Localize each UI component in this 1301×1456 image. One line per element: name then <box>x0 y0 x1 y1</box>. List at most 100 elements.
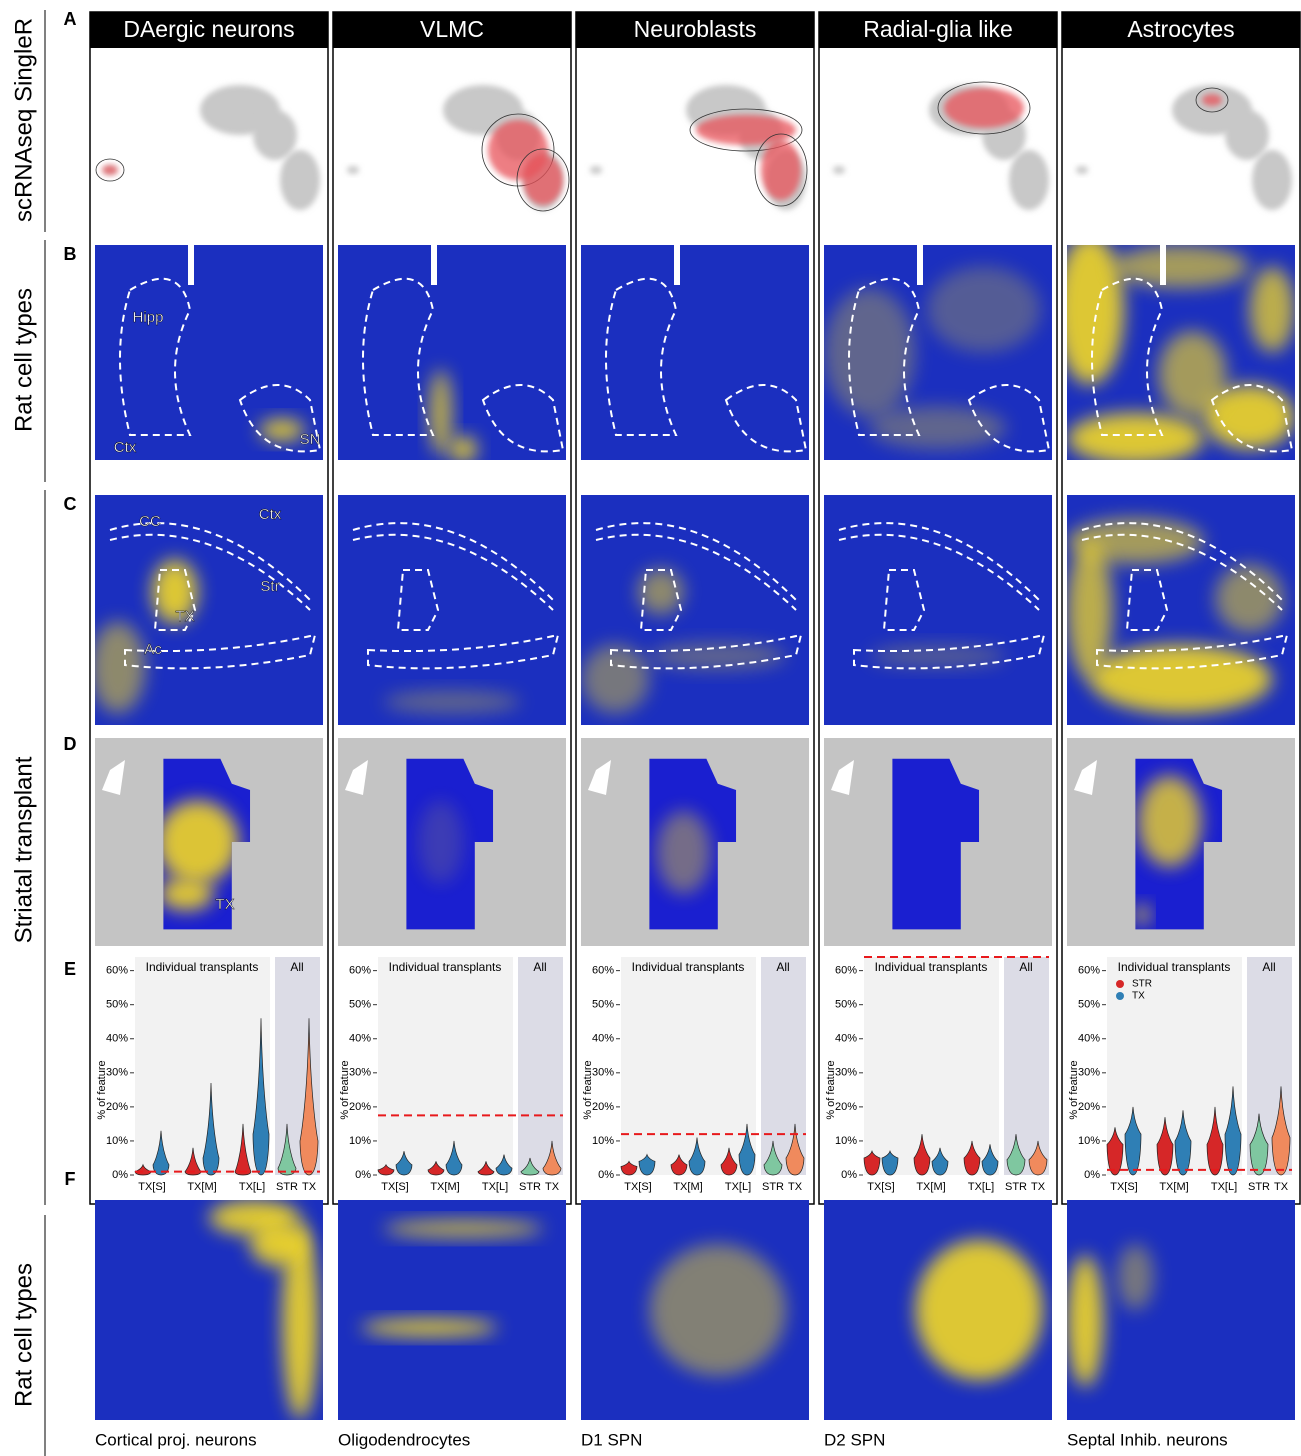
group-label: Individual transplants <box>1118 960 1231 974</box>
expression-blob <box>1067 245 1124 385</box>
umap-cluster <box>1009 150 1049 210</box>
expression-blob <box>926 266 1041 353</box>
x-tick-label: TX <box>788 1181 803 1193</box>
panel-letter: E <box>64 959 76 979</box>
tissue-image <box>338 495 566 725</box>
violin <box>1006 1134 1026 1176</box>
tissue-image <box>824 245 1052 460</box>
expression-blob <box>1249 266 1295 353</box>
region-label: CC <box>139 513 161 530</box>
region-outline <box>1081 522 1283 601</box>
expression-blob <box>1089 644 1273 714</box>
umap-cluster <box>1252 150 1292 210</box>
umap-cluster <box>590 166 602 174</box>
f-label: Septal Inhib. neurons <box>1067 1430 1228 1449</box>
violin <box>881 1149 899 1176</box>
panel-letter: D <box>64 734 77 754</box>
violin <box>1174 1110 1192 1176</box>
x-tick-label: TX[M] <box>673 1181 702 1193</box>
violin <box>1124 1106 1142 1176</box>
expression-blob <box>656 810 711 895</box>
plot-bg-all <box>761 957 806 1175</box>
x-tick-label: TX[S] <box>867 1181 895 1193</box>
x-tick-label: TX <box>1274 1181 1289 1193</box>
tissue-image <box>338 245 566 460</box>
column-header <box>333 12 571 48</box>
region-outline <box>595 533 797 611</box>
group-label: Individual transplants <box>875 960 988 974</box>
y-tick-label: 30% <box>835 1067 857 1079</box>
region-outline <box>124 633 317 670</box>
tissue-gap <box>917 245 923 285</box>
violin <box>981 1144 999 1176</box>
violin <box>1028 1140 1048 1176</box>
x-tick-label: STR <box>1005 1181 1027 1193</box>
tissue-image <box>1067 245 1295 460</box>
tissue-image <box>581 245 809 460</box>
violin <box>1206 1106 1224 1176</box>
violin <box>299 1018 319 1176</box>
x-tick-label: TX <box>302 1181 317 1193</box>
violin <box>670 1154 688 1176</box>
region-label: Ctx <box>114 439 137 456</box>
violin <box>763 1140 783 1176</box>
x-tick-label: TX[S] <box>1110 1181 1138 1193</box>
violin <box>1224 1086 1242 1176</box>
umap-highlight <box>696 115 796 145</box>
tissue-bg <box>338 495 566 725</box>
panel-letter: F <box>65 1169 76 1189</box>
violin <box>252 1018 270 1176</box>
y-axis-label: % of feature <box>339 1060 351 1119</box>
tissue-bg <box>1067 1200 1295 1420</box>
all-label: All <box>533 960 546 974</box>
region-outline <box>367 633 560 670</box>
expression-blob <box>1137 775 1202 867</box>
all-label: All <box>290 960 303 974</box>
row-label: Rat cell types <box>10 1263 37 1407</box>
region-outline <box>352 522 554 601</box>
x-tick-label: TX[M] <box>1159 1181 1188 1193</box>
column-header <box>90 12 328 48</box>
expression-blob <box>281 1222 319 1420</box>
legend-label: TX <box>1132 991 1145 1002</box>
tissue-bg <box>338 245 566 460</box>
expression-blob <box>1067 1255 1104 1387</box>
tissue-image <box>1067 1200 1295 1420</box>
violin <box>863 1149 881 1176</box>
violin <box>542 1140 562 1176</box>
y-tick-label: 40% <box>835 1033 857 1045</box>
violin <box>638 1153 656 1176</box>
umap <box>833 81 1049 210</box>
density-contour <box>1195 87 1229 113</box>
panel-letter: B <box>64 244 77 264</box>
violin <box>913 1134 931 1176</box>
umap <box>590 85 808 210</box>
umap-cluster <box>253 110 297 160</box>
x-tick-label: TX[M] <box>430 1181 459 1193</box>
x-tick-label: TX[S] <box>624 1181 652 1193</box>
y-tick-label: 40% <box>106 1033 128 1045</box>
expression-blob <box>1067 541 1113 679</box>
x-tick-label: STR <box>1248 1181 1270 1193</box>
region-outline <box>853 633 1046 670</box>
y-tick-label: 30% <box>1078 1067 1100 1079</box>
column-title: Astrocytes <box>1127 16 1234 42</box>
tissue-image <box>95 245 323 460</box>
tissue-gap <box>1160 245 1166 285</box>
f-label: D2 SPN <box>824 1430 885 1449</box>
tissue-bg <box>824 495 1052 725</box>
violin <box>1156 1117 1174 1176</box>
expression-blob <box>383 1219 544 1238</box>
violin <box>445 1140 463 1176</box>
expression-blob <box>383 690 521 714</box>
violin <box>620 1160 638 1176</box>
x-tick-label: TX[L] <box>482 1181 508 1193</box>
row-label: scRNAseq SingleR <box>10 18 37 222</box>
umap <box>1076 85 1292 210</box>
umap-highlight <box>1202 94 1222 106</box>
tissue-image <box>1067 495 1295 725</box>
y-axis-label: % of feature <box>96 1060 108 1119</box>
column-title: VLMC <box>420 16 484 42</box>
y-axis-label: % of feature <box>825 1060 837 1119</box>
density-contour <box>516 148 570 212</box>
